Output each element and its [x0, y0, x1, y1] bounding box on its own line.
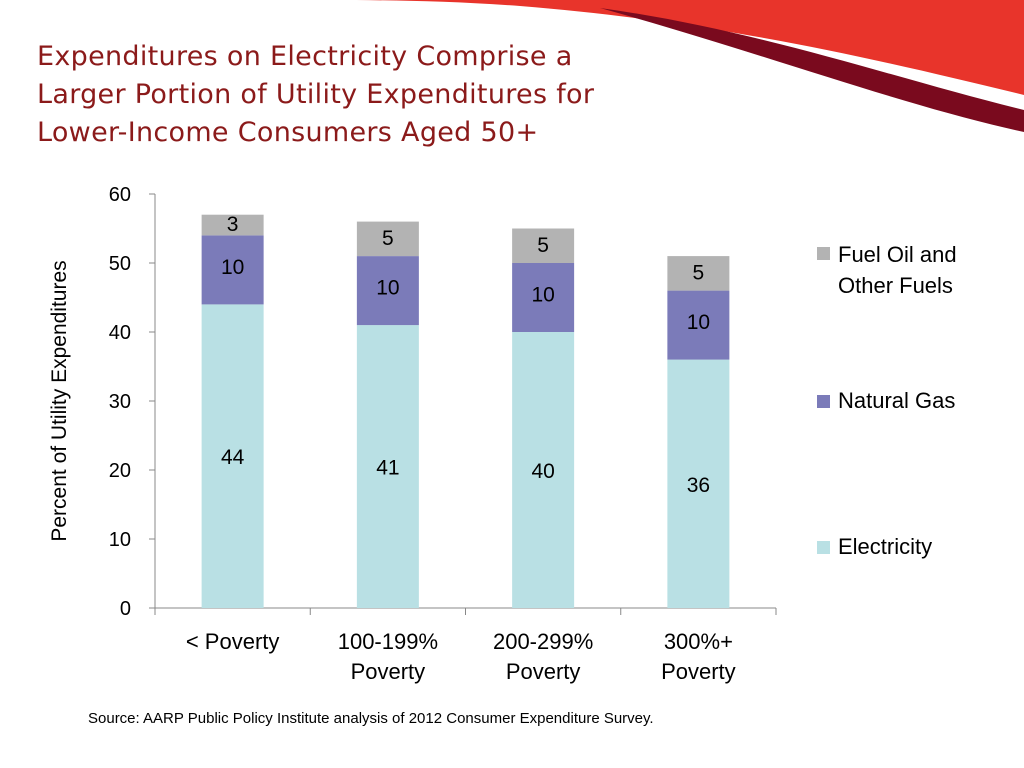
stacked-bar-chart: 0 10 20 30 40 50 60 Percent of Utility Expendit… — [48, 184, 957, 684]
legend-label: Fuel Oil and — [838, 242, 957, 267]
x-category-label: Poverty — [506, 659, 581, 684]
slide-title-line: Lower-Income Consumers Aged 50+ — [37, 117, 539, 148]
legend-label: Natural Gas — [838, 388, 955, 413]
data-label: 5 — [693, 261, 705, 284]
bar-segment — [512, 332, 575, 608]
header-swoosh-decoration — [330, 0, 1024, 132]
y-tick-label: 60 — [109, 184, 131, 206]
bar-segment — [512, 228, 575, 263]
bar-segment — [201, 214, 264, 236]
data-label: 3 — [227, 213, 239, 236]
slide-title: Expenditures on Electricity Comprise a L… — [37, 38, 737, 152]
y-tick-label: 20 — [109, 460, 131, 482]
x-category-label: 100-199% — [338, 629, 438, 654]
data-label: 44 — [221, 446, 245, 469]
y-tick-label: 30 — [109, 391, 131, 413]
legend-label: Other Fuels — [838, 273, 953, 298]
swoosh-dark-band — [600, 8, 1024, 132]
data-label: 40 — [531, 460, 554, 483]
bar-segment — [201, 235, 264, 305]
legend-swatch — [817, 395, 830, 408]
legend-swatch — [817, 541, 830, 554]
data-label: 41 — [376, 457, 399, 480]
bar-segment — [356, 221, 419, 257]
swoosh-red-band — [330, 0, 1024, 95]
x-category-label: < Poverty — [186, 629, 280, 654]
x-category-label: Poverty — [351, 659, 426, 684]
data-label: 5 — [382, 227, 394, 250]
data-label: 5 — [537, 234, 549, 257]
bar-segment — [667, 290, 730, 360]
data-label: 10 — [376, 277, 399, 300]
data-label: 36 — [687, 474, 710, 497]
bar-segment — [667, 359, 730, 608]
x-category-label: Poverty — [661, 659, 736, 684]
legend-swatch — [817, 247, 830, 260]
data-label: 10 — [531, 284, 554, 307]
y-tick-label: 40 — [109, 322, 131, 344]
data-label: 10 — [221, 256, 244, 279]
bar-segment — [667, 256, 730, 291]
source-note: Source: AARP Public Policy Institute ana… — [88, 710, 654, 727]
x-category-label: 200-299% — [493, 629, 593, 654]
y-tick-label: 0 — [120, 598, 131, 620]
y-axis-label: Percent of Utility Expenditures — [48, 260, 71, 541]
slide-title-line: Expenditures on Electricity Comprise a — [37, 41, 573, 72]
x-category-label: 300%+ — [664, 629, 733, 654]
data-label: 10 — [687, 311, 710, 334]
bar-segment — [356, 325, 419, 608]
bar-segment — [356, 256, 419, 326]
slide-title-line: Larger Portion of Utility Expenditures f… — [37, 79, 595, 110]
bar-segment — [201, 304, 264, 608]
y-tick-label: 10 — [109, 529, 131, 551]
legend-label: Electricity — [838, 534, 932, 559]
bar-segment — [512, 263, 575, 332]
y-tick-label: 50 — [109, 253, 131, 275]
